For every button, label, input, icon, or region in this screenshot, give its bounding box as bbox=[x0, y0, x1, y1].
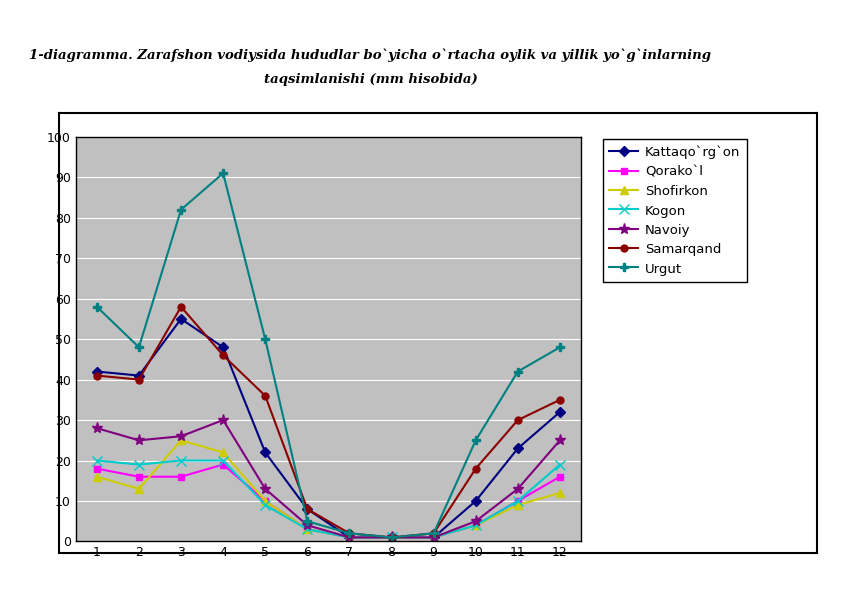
Kogon bbox=[218, 457, 228, 464]
Samarqand bbox=[555, 396, 565, 403]
Navoiy bbox=[302, 522, 312, 529]
Shofirkon bbox=[218, 449, 228, 456]
Urgut bbox=[92, 303, 102, 311]
Urgut bbox=[429, 530, 439, 537]
Shofirkon bbox=[302, 526, 312, 533]
Kogon bbox=[555, 461, 565, 468]
Qorako`l bbox=[260, 497, 270, 505]
Urgut bbox=[134, 344, 144, 351]
Line: Shofirkon: Shofirkon bbox=[93, 436, 564, 541]
Navoiy bbox=[344, 534, 354, 541]
Urgut bbox=[471, 437, 481, 444]
Legend: Kattaqo`rg`on, Qorako`l, Shofirkon, Kogon, Navoiy, Samarqand, Urgut: Kattaqo`rg`on, Qorako`l, Shofirkon, Kogo… bbox=[603, 139, 747, 282]
Urgut bbox=[302, 518, 312, 525]
Line: Kogon: Kogon bbox=[92, 456, 565, 542]
Qorako`l bbox=[471, 522, 481, 529]
Kogon bbox=[176, 457, 186, 464]
Navoiy bbox=[134, 437, 144, 444]
Samarqand bbox=[386, 534, 397, 541]
Navoiy bbox=[513, 486, 523, 493]
Qorako`l bbox=[92, 465, 102, 472]
Kattaqo`rg`on bbox=[92, 368, 102, 375]
Kattaqo`rg`on bbox=[302, 506, 312, 513]
Urgut bbox=[260, 336, 270, 343]
Kogon bbox=[471, 522, 481, 529]
Kattaqo`rg`on bbox=[429, 534, 439, 541]
Kattaqo`rg`on bbox=[513, 445, 523, 452]
Urgut bbox=[513, 368, 523, 375]
Qorako`l bbox=[513, 497, 523, 505]
Kattaqo`rg`on bbox=[386, 534, 397, 541]
Shofirkon bbox=[260, 497, 270, 505]
Kogon bbox=[260, 502, 270, 509]
Urgut bbox=[176, 206, 186, 213]
Shofirkon bbox=[555, 489, 565, 496]
Kattaqo`rg`on bbox=[260, 449, 270, 456]
Kattaqo`rg`on bbox=[344, 534, 354, 541]
Qorako`l bbox=[218, 461, 228, 468]
Text: taqsimlanishi (mm hisobida): taqsimlanishi (mm hisobida) bbox=[264, 73, 477, 86]
Shofirkon bbox=[176, 437, 186, 444]
Line: Navoiy: Navoiy bbox=[91, 415, 566, 543]
Kogon bbox=[344, 534, 354, 541]
Shofirkon bbox=[513, 502, 523, 509]
Samarqand bbox=[344, 530, 354, 537]
Navoiy bbox=[218, 416, 228, 424]
Line: Qorako`l: Qorako`l bbox=[93, 461, 563, 541]
Qorako`l bbox=[302, 526, 312, 533]
Kattaqo`rg`on bbox=[471, 497, 481, 505]
Shofirkon bbox=[386, 534, 397, 541]
Urgut bbox=[555, 344, 565, 351]
Shofirkon bbox=[344, 534, 354, 541]
Navoiy bbox=[176, 433, 186, 440]
Line: Urgut: Urgut bbox=[93, 169, 564, 541]
Navoiy bbox=[92, 425, 102, 432]
Navoiy bbox=[386, 534, 397, 541]
Kogon bbox=[386, 534, 397, 541]
Kattaqo`rg`on bbox=[218, 344, 228, 351]
Samarqand bbox=[429, 530, 439, 537]
Qorako`l bbox=[386, 534, 397, 541]
Qorako`l bbox=[555, 473, 565, 480]
Kattaqo`rg`on bbox=[176, 315, 186, 322]
Navoiy bbox=[429, 534, 439, 541]
Kogon bbox=[513, 497, 523, 505]
Shofirkon bbox=[134, 486, 144, 493]
Navoiy bbox=[471, 518, 481, 525]
Kogon bbox=[92, 457, 102, 464]
Qorako`l bbox=[176, 473, 186, 480]
Samarqand bbox=[471, 465, 481, 472]
Kogon bbox=[429, 534, 439, 541]
Kattaqo`rg`on bbox=[134, 372, 144, 379]
Kogon bbox=[134, 461, 144, 468]
Kattaqo`rg`on bbox=[555, 408, 565, 415]
Navoiy bbox=[260, 486, 270, 493]
Samarqand bbox=[218, 352, 228, 359]
Qorako`l bbox=[344, 534, 354, 541]
Line: Samarqand: Samarqand bbox=[93, 303, 563, 541]
Urgut bbox=[386, 534, 397, 541]
Qorako`l bbox=[134, 473, 144, 480]
Samarqand bbox=[176, 303, 186, 311]
Urgut bbox=[344, 530, 354, 537]
Urgut bbox=[218, 170, 228, 177]
Samarqand bbox=[92, 372, 102, 379]
Samarqand bbox=[302, 506, 312, 513]
Samarqand bbox=[260, 392, 270, 399]
Shofirkon bbox=[471, 522, 481, 529]
Samarqand bbox=[513, 416, 523, 424]
Text: 1-diagramma. Zarafshon vodiysida hududlar bo`yicha o`rtacha oylik va yillik yo`g: 1-diagramma. Zarafshon vodiysida hududla… bbox=[29, 49, 711, 62]
Shofirkon bbox=[92, 473, 102, 480]
Navoiy bbox=[555, 437, 565, 444]
Qorako`l bbox=[429, 534, 439, 541]
Kogon bbox=[302, 526, 312, 533]
Samarqand bbox=[134, 376, 144, 383]
Line: Kattaqo`rg`on: Kattaqo`rg`on bbox=[93, 315, 563, 541]
Shofirkon bbox=[429, 534, 439, 541]
